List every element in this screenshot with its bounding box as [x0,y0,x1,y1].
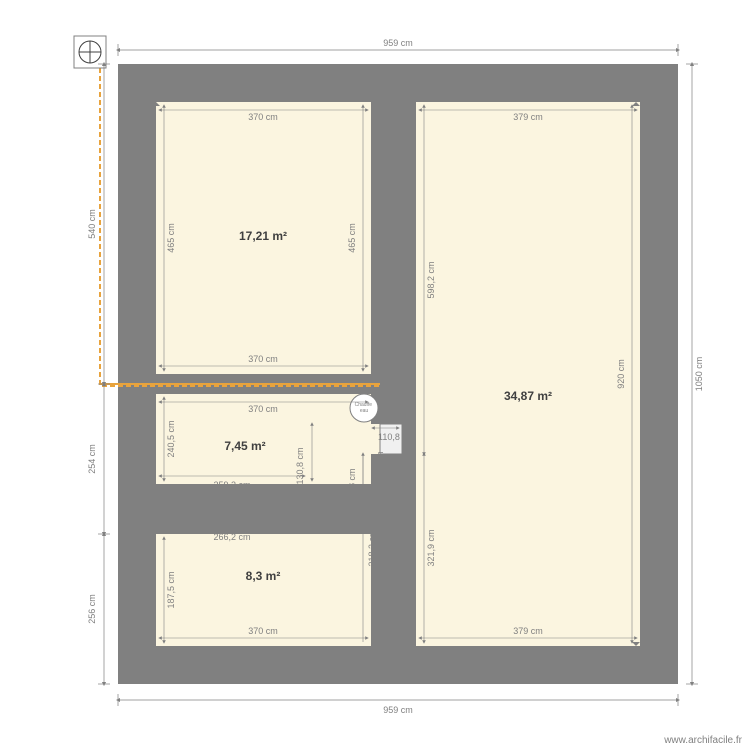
dim-r4-left: 187,5 cm [166,571,176,608]
dim-r1-top: 370 cm [248,112,278,122]
area-r1: 17,21 m² [239,229,287,243]
room-right [416,102,640,646]
dim-outer-top: 959 cm [383,38,413,48]
footer-credit: www.archifacile.fr [664,735,742,746]
dim-r4-bottom: 370 cm [248,626,278,636]
partition-notch [308,484,371,534]
dim-r3-inner-w: 259,2 cm [213,480,250,490]
dim-r3-rh: 130,8 cm [295,447,305,484]
dim-r3-corner-top: 110,8 cm [378,432,414,442]
dim-r3-rh2: 130,8 cm [347,468,357,505]
dim-r3-top: 370 cm [248,404,278,414]
dim-r3-left: 240,5 cm [166,420,176,457]
dim-outer-bottom: 959 cm [383,705,413,715]
dim-r3-corner: 103,8 cm [375,451,385,488]
dim-outer-left-upper: 540 cm [87,209,97,239]
dim-r2-right: 920 cm [616,359,626,389]
dim-r2-left-lower: 321,9 cm [426,529,436,566]
dim-r2-bottom: 379 cm [513,626,543,636]
dim-r2-top: 379 cm [513,112,543,122]
dim-r1-left: 465 cm [166,223,176,253]
compass-icon [74,36,106,68]
dim-r4-right: 318,3 cm [367,529,377,566]
dim-r1-right: 465 cm [347,223,357,253]
area-r3: 7,45 m² [224,439,265,453]
dim-outer-left-lower: 256 cm [87,594,97,624]
boiler-icon: Chauffe eau [350,394,378,422]
boiler-label-2: eau [360,408,369,414]
dim-outer-left-mid: 254 cm [87,444,97,474]
dim-r4-top: 266,2 cm [213,532,250,542]
area-r4: 8,3 m² [246,569,281,583]
area-r2: 34,87 m² [504,389,552,403]
dim-r1-bottom: 370 cm [248,354,278,364]
dim-r2-left-upper: 598,2 cm [426,261,436,298]
dim-outer-right: 1050 cm [694,357,704,392]
floorplan-svg: Chauffe eau 959 cm 959 cm 1050 cm 540 cm… [0,0,750,750]
